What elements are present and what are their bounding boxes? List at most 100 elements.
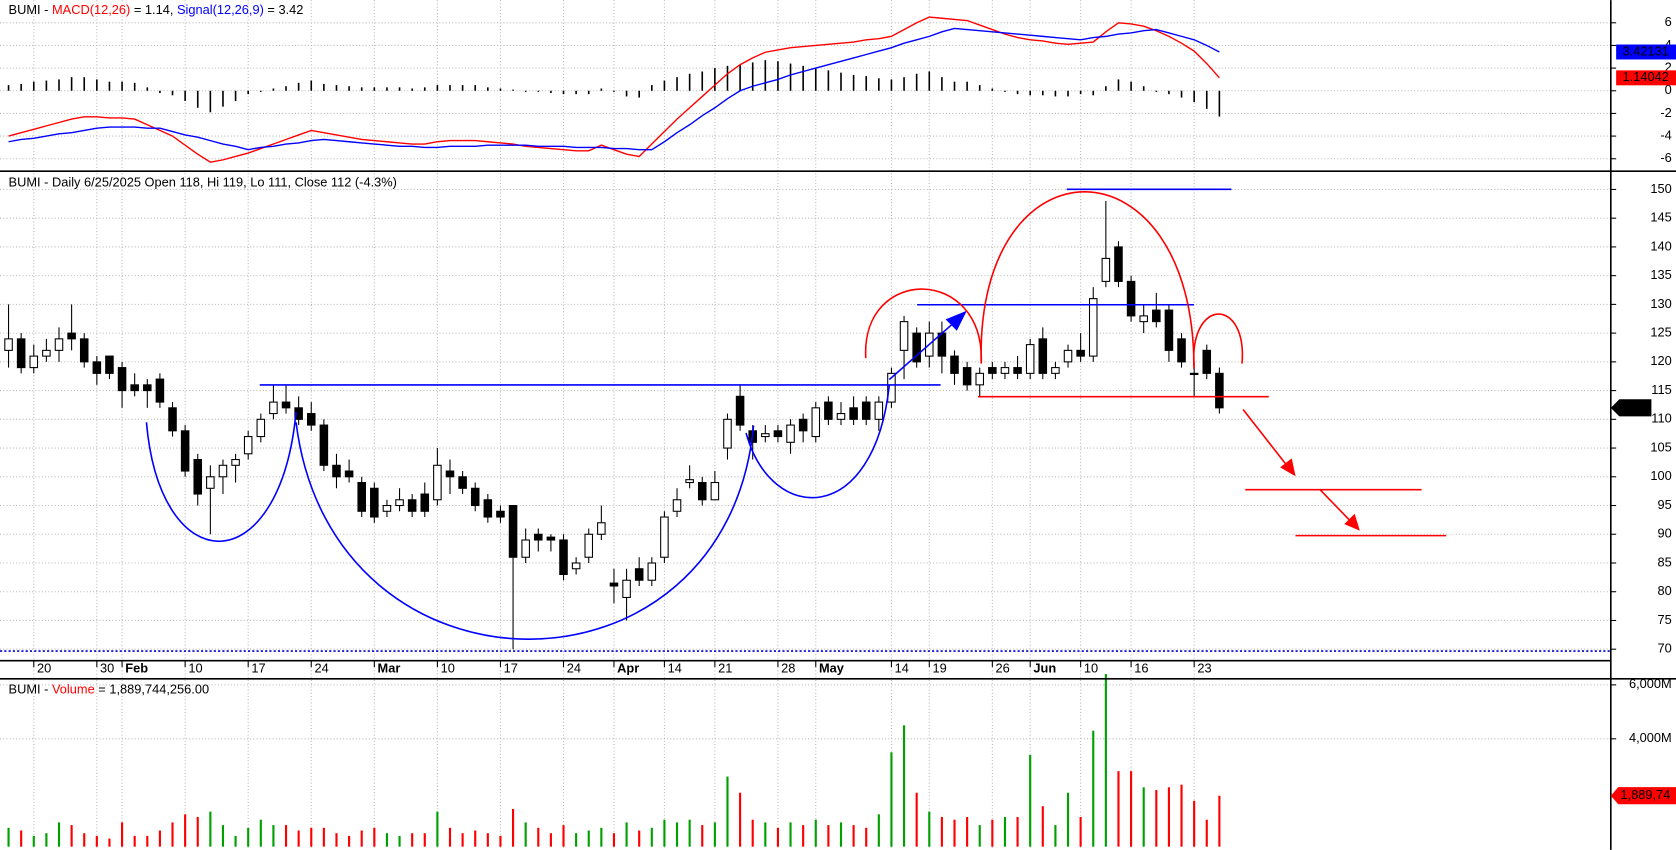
candle-body [786, 424, 795, 443]
candle-body [811, 407, 821, 438]
candle-body [1114, 246, 1123, 282]
candle-body [975, 372, 985, 386]
volume-bar [360, 830, 363, 847]
volume-bar [411, 833, 414, 847]
y-tick-label: 100 [1650, 468, 1671, 483]
title-part: Volume [52, 682, 95, 697]
volume-bar [234, 835, 237, 847]
y-tick-label: 110 [1651, 411, 1671, 426]
volume-bar [852, 825, 855, 847]
volume-bar [764, 822, 767, 847]
volume-bar [1003, 817, 1007, 847]
volume-bar [940, 817, 943, 847]
volume-bar [1016, 817, 1019, 847]
y-tick-label: 0 [1665, 82, 1672, 97]
volume-bar [436, 811, 439, 847]
volume-bar [549, 833, 552, 847]
volume-bar [1054, 825, 1057, 847]
x-tick-label: 19 [932, 661, 946, 676]
volume-bar [398, 835, 401, 847]
candle-body [647, 562, 657, 581]
candle-body [1164, 309, 1174, 351]
volume-bar [978, 825, 981, 847]
volume-bar [310, 827, 313, 847]
volume-bar [209, 811, 212, 847]
volume-bar [625, 822, 628, 847]
candle-body [54, 338, 64, 351]
volume-bar [1130, 771, 1133, 847]
volume-bar [1180, 784, 1183, 847]
volume-bar [1041, 806, 1044, 847]
volume-bar [474, 830, 477, 847]
candle-body [1076, 349, 1085, 357]
volume-bar [95, 835, 98, 847]
volume-bar [297, 830, 300, 847]
line [8, 16, 1220, 163]
candle-body [735, 395, 745, 426]
y-tick-label: -4 [1660, 127, 1671, 142]
candle-body [458, 476, 467, 489]
candle-body [1177, 338, 1186, 363]
title-part: BUMI - [9, 2, 52, 17]
volume-bar [1193, 800, 1196, 847]
candle-body [1025, 344, 1035, 374]
candle-body [962, 367, 972, 386]
candle-body [887, 372, 896, 403]
x-tick-label: Apr [617, 661, 639, 676]
volume-bar [1029, 754, 1032, 847]
y-tick-label: 145 [1650, 210, 1671, 225]
volume-bar [184, 814, 187, 847]
candle-body [206, 476, 215, 489]
candle-body [105, 355, 114, 374]
volume-bar [827, 825, 830, 847]
candle-body [1038, 338, 1048, 374]
labels: 6420-2-4-6707580859095100105110115120125… [9, 2, 1676, 805]
x-tick-label: 16 [1134, 661, 1148, 676]
volume-bar [108, 838, 111, 847]
candle-body [332, 464, 341, 478]
candle-body [168, 407, 177, 432]
panel-title: BUMI - MACD(12,26) = 1.14, Signal(12,26,… [9, 2, 304, 17]
candle-body [130, 384, 139, 392]
volume-bar [1142, 787, 1145, 847]
x-tick-label: 17 [504, 661, 518, 676]
candle-body [1152, 309, 1161, 323]
volume-bar [45, 833, 48, 847]
candle-body [609, 582, 619, 587]
volume-bar [650, 827, 653, 847]
panel-title: BUMI - Daily 6/25/2025 Open 118, Hi 119,… [9, 174, 397, 189]
volume-bar [120, 822, 124, 847]
volume-bar [448, 827, 452, 847]
y-tick-label: 115 [1651, 382, 1671, 397]
last-value-label: 3.42131 [1623, 43, 1669, 58]
candle-body [798, 418, 808, 432]
arrow [1242, 409, 1290, 469]
candle-body [117, 367, 127, 392]
volume-bar [663, 819, 666, 847]
y-tick-label: 95 [1657, 497, 1671, 512]
arrow-head [1344, 513, 1360, 531]
x-tick-label: 24 [314, 661, 328, 676]
candle-body [849, 407, 858, 420]
volume-bar [348, 835, 351, 847]
volume-bar [1117, 771, 1120, 847]
volume-bar [890, 752, 893, 847]
volume-bar [713, 822, 716, 847]
candle-body [281, 401, 291, 409]
candle-body [470, 487, 480, 507]
volume-bar [499, 835, 502, 847]
volume-bar [612, 833, 616, 847]
y-tick-label: 130 [1650, 296, 1671, 311]
y-tick-label: 70 [1657, 641, 1671, 656]
arrow [1319, 489, 1353, 524]
volume-bar [1104, 674, 1107, 847]
x-tick-label: 17 [251, 661, 265, 676]
last-value-badge [1610, 787, 1676, 805]
volume-bar [839, 822, 843, 847]
x-tick-label: 14 [668, 661, 682, 676]
candle-body [483, 499, 493, 518]
y-tick-label: 105 [1650, 439, 1671, 454]
volume-bar [461, 833, 464, 847]
x-tick-label: 21 [718, 661, 732, 676]
